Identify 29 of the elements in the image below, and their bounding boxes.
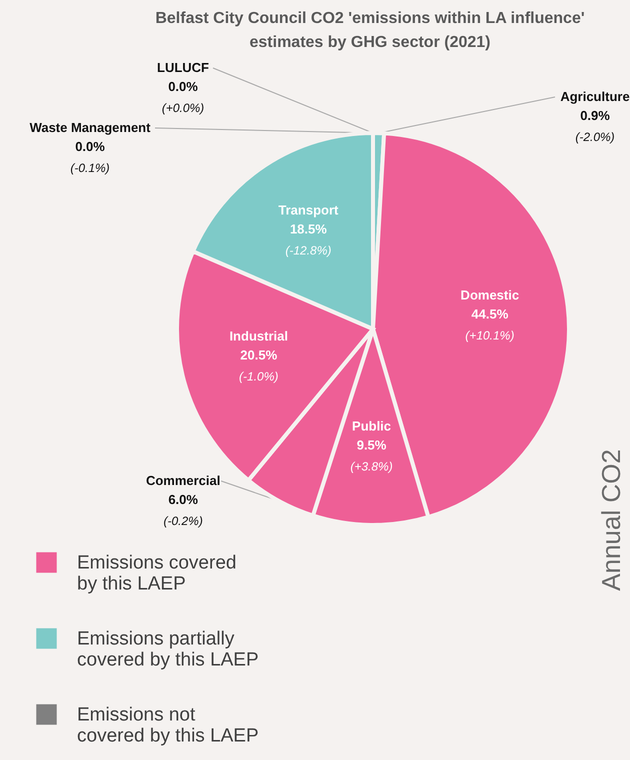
data-label: 20.5% [240,348,278,363]
slice-label: Agriculture [560,89,630,104]
text: (+3.8%) [350,460,393,474]
text: (-0.2%) [163,514,203,528]
text: (+0.0%) [162,101,204,115]
data-label: 44.5% [471,306,509,322]
text: (-2.0%) [575,130,615,144]
category-label: LULUCF [157,60,209,75]
text: (-1.0%) [239,370,278,384]
slice-label: Transport [278,202,340,218]
text: 0.0% [75,139,105,154]
slice-label: Industrial [229,328,288,344]
text: Emissions partially covered by this LAEP [77,628,259,670]
text: 0.0% [168,79,198,94]
slice-label: Public [352,418,392,434]
text: (+10.1%) [465,328,514,343]
slice-label: Domestic [460,288,520,303]
chart-title: Belfast City Council CO2 'emissions within LA influence' estimates by GHG sector (2021) [155,10,585,51]
text: Emissions not covered by this LAEP [77,704,259,746]
text: (-12.8%) [285,244,332,258]
text: Emissions covered by this LAEP [77,552,236,594]
text: (-0.1%) [70,161,110,175]
data-label: 6.0% [168,492,198,508]
data-label: 9.5% [356,438,387,453]
text: Annual CO2 [596,449,626,591]
data-label: 0.9% [580,108,610,123]
data-label: 18.5% [290,222,328,237]
slice-label: Commercial [146,473,220,488]
category-label: Waste Management [30,120,150,135]
